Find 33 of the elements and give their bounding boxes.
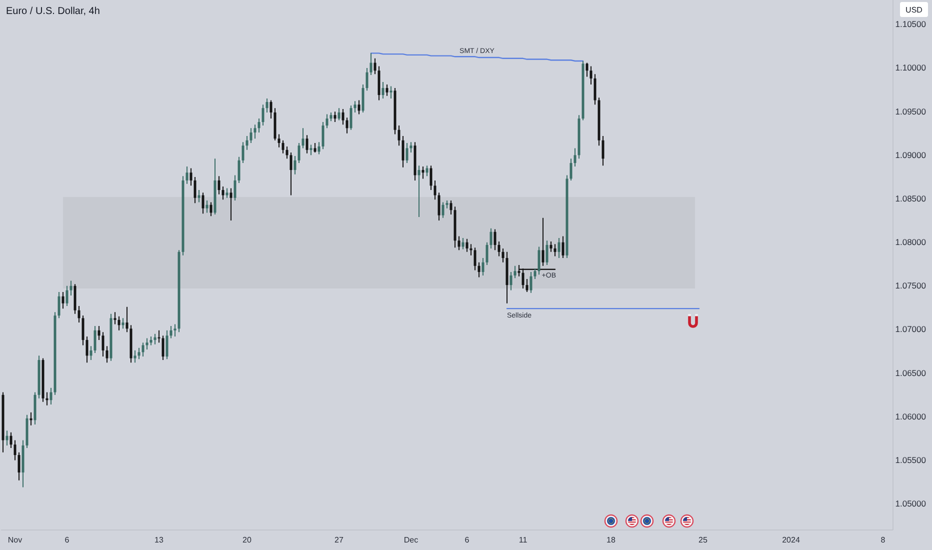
y-tick-label: 1.07500 (895, 280, 926, 291)
y-tick-label: 1.05000 (895, 498, 926, 509)
y-tick-label: 1.09500 (895, 106, 926, 116)
y-tick-label: 1.08000 (895, 237, 926, 248)
x-tick-label: Dec (404, 536, 418, 545)
y-tick-label: 1.06500 (895, 368, 926, 378)
candlestick (134, 350, 136, 364)
candlestick (174, 324, 176, 337)
x-tick-label: 25 (698, 536, 708, 545)
x-tick-label: 13 (154, 536, 164, 545)
x-tick-label: 8 (880, 536, 886, 545)
y-tick-label: 1.05500 (895, 454, 926, 465)
y-tick-label: 1.08500 (895, 193, 926, 204)
candlestick (226, 188, 228, 198)
y-tick-label: 1.10000 (895, 62, 926, 73)
x-tick-label: 6 (64, 536, 70, 545)
x-tick-label: Nov (8, 536, 22, 545)
line-series (370, 52, 584, 62)
text: Euro / U.S. Dollar, 4h (6, 6, 100, 17)
x-tick-label: 6 (464, 536, 470, 545)
x-tick-label: 18 (606, 536, 616, 545)
y-tick-label: 1.06000 (895, 411, 926, 422)
candlestick (114, 312, 116, 325)
candlestick (390, 86, 392, 100)
y-tick-label: 1.07000 (895, 324, 926, 334)
y-axis-title: USD (906, 6, 923, 14)
x-tick-label: 27 (334, 536, 344, 545)
y-tick-label: 1.09000 (895, 150, 926, 160)
x-tick-label: 2024 (782, 536, 800, 545)
candlestick (310, 144, 312, 156)
y-tick-label: 1.10500 (895, 19, 926, 30)
x-tick-label: 11 (518, 536, 528, 545)
x-tick-label: 20 (242, 536, 252, 545)
